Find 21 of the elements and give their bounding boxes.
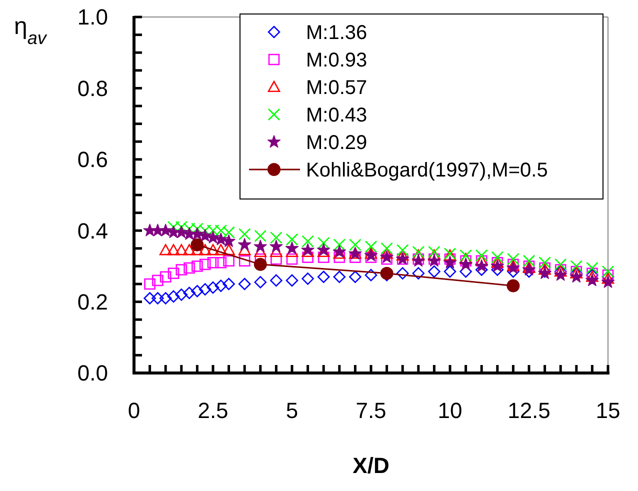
y-tick-label: 0.6 xyxy=(77,147,108,172)
legend-label: M:1.36 xyxy=(306,22,368,44)
legend-label: M:0.29 xyxy=(306,132,368,154)
y-tick-label: 0.8 xyxy=(77,76,108,101)
legend-label: M:0.57 xyxy=(306,77,368,99)
x-tick-label: 7.5 xyxy=(356,398,386,423)
y-tick-label: 0.0 xyxy=(77,360,108,386)
x-tick-label: 12.5 xyxy=(508,398,550,423)
legend-label: Kohli&Bogard(1997),M=0.5 xyxy=(306,160,548,182)
x-tick-label: 10 xyxy=(438,398,462,423)
x-tick-label: 2.5 xyxy=(198,398,228,423)
legend-label: M:0.93 xyxy=(306,50,368,72)
x-tick-label: 0 xyxy=(128,398,140,423)
y-tick-label: 1.0 xyxy=(77,4,108,30)
y-tick-label: 0.4 xyxy=(77,218,108,244)
y-axis-title: η$_{av}$ xyxy=(14,13,48,48)
x-tick-label: 5 xyxy=(286,398,298,423)
y-tick-label: 0.2 xyxy=(77,290,108,314)
x-axis-title: X/D xyxy=(352,453,390,478)
legend-label: M:0.43 xyxy=(306,104,368,126)
x-tick-label: 15 xyxy=(596,398,620,423)
